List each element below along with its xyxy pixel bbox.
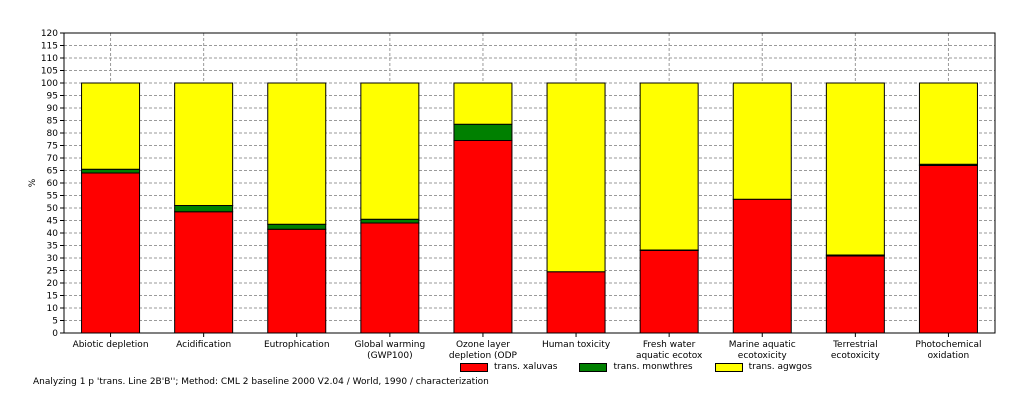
plot-border (63, 32, 996, 334)
x-tick-label: ecotoxicity (738, 351, 788, 361)
legend-label: trans. agwgos (748, 362, 812, 372)
y-tick-label: 60 (47, 179, 59, 189)
bar-segment-2 (267, 223, 327, 230)
y-tick-label: 35 (47, 242, 58, 252)
x-tick-label: Eutrophication (264, 340, 330, 350)
x-tick-label: Terrestrial (832, 340, 878, 350)
x-tick-label: Abiotic depletion (73, 340, 149, 350)
bar-segment-3 (360, 82, 420, 220)
legend-swatch (460, 362, 488, 372)
y-tick-label: 90 (47, 104, 59, 114)
y-tick-label: 105 (41, 67, 58, 77)
y-axis-label: % (28, 178, 38, 187)
y-tick-label: 0 (52, 329, 58, 339)
y-tick-label: 55 (47, 192, 58, 202)
legend-item: trans. monwthres (579, 362, 693, 372)
bar-segment-3 (639, 82, 699, 251)
x-tick-label: Human toxicity (542, 340, 611, 350)
x-tick-label: Fresh water (643, 340, 696, 350)
y-tick-label: 5 (52, 317, 58, 327)
legend-swatch (579, 362, 608, 372)
x-tick-label: Acidification (176, 340, 231, 350)
y-tick-label: 75 (47, 142, 58, 152)
legend: trans. xaluvas trans. monwthres trans. agw… (460, 362, 834, 372)
y-tick-label: 120 (41, 29, 58, 39)
y-tick-label: 30 (47, 254, 59, 264)
x-tick-label: Photochemical (915, 340, 981, 350)
bar-segment-3 (918, 82, 978, 165)
x-tick-label: Global warming (355, 340, 426, 350)
bar-segment-3 (453, 82, 513, 125)
y-tick-label: 110 (41, 54, 58, 64)
bar-segment-3 (267, 82, 327, 225)
x-tick-label: Marine aquatic (729, 340, 796, 350)
y-tick-label: 65 (47, 167, 58, 177)
bar-segment-2 (453, 123, 513, 141)
y-tick-label: 100 (41, 79, 58, 89)
bar-segment-3 (825, 82, 885, 256)
legend-label: trans. xaluvas (494, 362, 558, 372)
y-tick-label: 50 (47, 204, 59, 214)
x-tick-label: aquatic ecotox (636, 351, 703, 361)
y-tick-label: 115 (41, 42, 58, 52)
legend-item: trans. agwgos (714, 362, 812, 372)
bar-segment-1 (360, 222, 420, 334)
bar-segment-1 (639, 250, 699, 334)
bar-segment-2 (174, 205, 234, 213)
y-tick-label: 20 (47, 279, 59, 289)
y-tick-label: 70 (47, 154, 59, 164)
x-tick-label: Ozone layer (456, 340, 510, 350)
x-tick-label: depletion (ODP (449, 351, 518, 361)
x-tick-label: (GWP100) (367, 351, 413, 361)
y-tick-label: 45 (47, 217, 58, 227)
bar-segment-3 (732, 82, 792, 200)
y-tick-label: 95 (47, 92, 58, 102)
legend-item: trans. xaluvas (460, 362, 557, 372)
y-tick-label: 80 (47, 129, 59, 139)
bar-segment-3 (81, 82, 141, 170)
bar-segment-1 (81, 172, 141, 334)
y-tick-label: 85 (47, 117, 58, 127)
bar-segment-1 (918, 165, 978, 334)
footer-caption: Analyzing 1 p 'trans. Line 2B'B''; Metho… (33, 377, 489, 387)
legend-swatch (714, 362, 743, 372)
bar-segment-1 (453, 140, 513, 334)
bar-segment-3 (546, 82, 606, 273)
bar-segment-1 (546, 271, 606, 334)
bar-segment-2 (360, 218, 420, 224)
x-tick-label: oxidation (928, 351, 970, 361)
bar-segment-1 (174, 211, 234, 334)
bar-segment-1 (732, 198, 792, 334)
x-tick-label: ecotoxicity (831, 351, 881, 361)
bar-segment-2 (81, 168, 141, 174)
bar-segment-1 (825, 255, 885, 334)
y-tick-label: 40 (47, 229, 59, 239)
legend-label: trans. monwthres (613, 362, 693, 372)
bar-segment-1 (267, 228, 327, 334)
y-tick-label: 15 (47, 292, 58, 302)
y-tick-label: 25 (47, 267, 58, 277)
y-tick-label: 10 (47, 304, 59, 314)
bar-segment-3 (174, 82, 234, 206)
